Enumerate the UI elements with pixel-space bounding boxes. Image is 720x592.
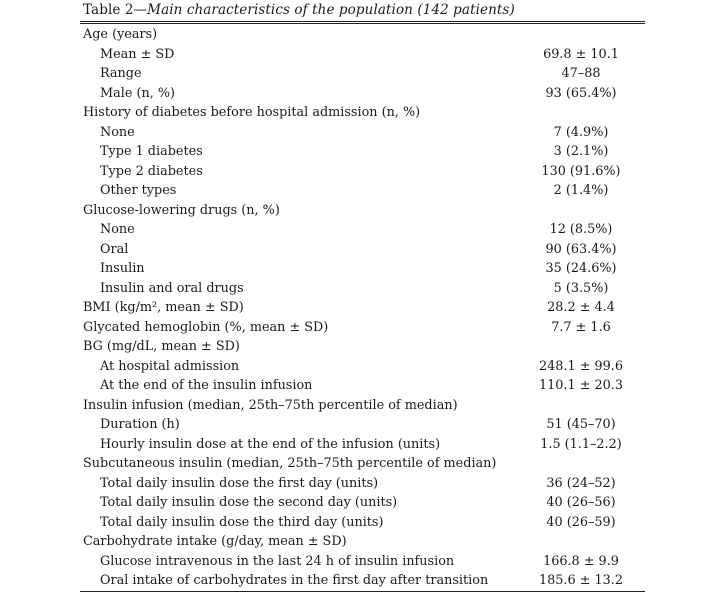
table-title-lead: Table 2— xyxy=(83,2,148,18)
row-label: Duration (h) xyxy=(100,417,180,432)
row-label: Subcutaneous insulin (median, 25th–75th … xyxy=(83,456,497,471)
table-row: Other types 2 (1.4%) xyxy=(80,181,645,201)
row-value: 5 (3.5%) xyxy=(553,280,609,296)
row-label: Insulin and oral drugs xyxy=(100,280,244,296)
row-label: Oral intake of carbohydrates in the firs… xyxy=(100,573,489,588)
row-label: Other types xyxy=(100,183,177,198)
row-value: 36 (24–52) xyxy=(546,475,616,491)
row-value: 248.1 ± 99.6 xyxy=(539,358,623,374)
row-value: 1.5 (1.1–2.2) xyxy=(540,436,622,452)
table-row: Type 1 diabetes 3 (2.1%) xyxy=(80,142,645,162)
row-label: None xyxy=(100,222,135,237)
row-label: BG (mg/dL, mean ± SD) xyxy=(83,339,240,354)
table-row: History of diabetes before hospital admi… xyxy=(80,103,645,123)
row-value: 69.8 ± 10.1 xyxy=(543,46,619,62)
table-row: Subcutaneous insulin (median, 25th–75th … xyxy=(80,454,645,474)
row-value xyxy=(517,532,645,552)
row-label: Glucose intravenous in the last 24 h of … xyxy=(100,553,455,569)
row-value: 12 (8.5%) xyxy=(549,222,613,237)
table-row: Age (years) xyxy=(80,25,645,45)
characteristics-table: Table 2—Main characteristics of the popu… xyxy=(80,0,645,592)
table-row: Insulin infusion (median, 25th–75th perc… xyxy=(80,396,645,416)
row-value xyxy=(517,25,645,45)
row-label: Type 2 diabetes xyxy=(100,163,203,179)
row-label: Total daily insulin dose the first day (… xyxy=(100,475,379,491)
table-row: Glycated hemoglobin (%, mean ± SD) 7.7 ± … xyxy=(80,318,645,338)
table-row: Total daily insulin dose the first day (… xyxy=(80,474,645,494)
table-title-text: Main characteristics of the population (… xyxy=(147,2,515,18)
row-value: 47–88 xyxy=(561,66,601,81)
row-label: Glucose-lowering drugs (n, %) xyxy=(83,202,280,218)
table-row: Carbohydrate intake (g/day, mean ± SD) xyxy=(80,532,645,552)
table-row: Glucose intravenous in the last 24 h of … xyxy=(80,552,645,572)
row-label: Type 1 diabetes xyxy=(100,144,203,159)
row-label: At the end of the insulin infusion xyxy=(100,378,313,393)
row-value: 40 (26–56) xyxy=(546,495,616,510)
row-value: 7.7 ± 1.6 xyxy=(551,319,611,335)
row-value: 90 (63.4%) xyxy=(545,241,617,257)
row-value: 185.6 ± 13.2 xyxy=(539,573,623,588)
row-value: 166.8 ± 9.9 xyxy=(543,553,619,569)
row-label: Total daily insulin dose the third day (… xyxy=(100,514,384,530)
table-row: None 12 (8.5%) xyxy=(80,220,645,240)
row-value: 51 (45–70) xyxy=(546,417,616,432)
table-row: BG (mg/dL, mean ± SD) xyxy=(80,337,645,357)
table-row: Total daily insulin dose the second day … xyxy=(80,493,645,513)
row-label: Insulin xyxy=(100,261,145,276)
table-row: Oral 90 (63.4%) xyxy=(80,240,645,260)
table-row: Total daily insulin dose the third day (… xyxy=(80,513,645,533)
row-label: Male (n, %) xyxy=(100,85,175,101)
row-label: Glycated hemoglobin (%, mean ± SD) xyxy=(83,319,329,335)
row-value xyxy=(517,201,645,221)
row-label: At hospital admission xyxy=(100,358,240,374)
row-label: Carbohydrate intake (g/day, mean ± SD) xyxy=(83,534,347,549)
table-row: At hospital admission 248.1 ± 99.6 xyxy=(80,357,645,377)
row-label: Insulin infusion (median, 25th–75th perc… xyxy=(83,397,458,413)
row-value: 130 (91.6%) xyxy=(541,163,621,179)
table-row: Type 2 diabetes 130 (91.6%) xyxy=(80,162,645,182)
table-row: Insulin and oral drugs 5 (3.5%) xyxy=(80,279,645,299)
table-row: Oral intake of carbohydrates in the firs… xyxy=(80,571,645,591)
table-row: Hourly insulin dose at the end of the in… xyxy=(80,435,645,455)
row-label: Age (years) xyxy=(83,27,158,42)
row-value xyxy=(517,103,645,123)
row-value xyxy=(517,396,645,416)
row-label: Hourly insulin dose at the end of the in… xyxy=(100,436,441,452)
row-value xyxy=(517,454,645,474)
row-value: 93 (65.4%) xyxy=(545,85,617,101)
row-value: 7 (4.9%) xyxy=(553,124,609,140)
row-value: 28.2 ± 4.4 xyxy=(547,300,615,315)
table-row: BMI (kg/m², mean ± SD) 28.2 ± 4.4 xyxy=(80,298,645,318)
row-label: None xyxy=(100,124,135,140)
table-row: Duration (h) 51 (45–70) xyxy=(80,415,645,435)
row-label: Range xyxy=(100,66,142,81)
row-label: Mean ± SD xyxy=(100,46,175,62)
row-value: 3 (2.1%) xyxy=(553,144,609,159)
table-row: Glucose-lowering drugs (n, %) xyxy=(80,201,645,221)
row-label: BMI (kg/m², mean ± SD) xyxy=(83,300,244,315)
table-body: Age (years) Mean ± SD 69.8 ± 10.1 Range 47–8… xyxy=(80,23,645,592)
row-label: History of diabetes before hospital admi… xyxy=(83,105,421,120)
table-row: Insulin 35 (24.6%) xyxy=(80,259,645,279)
row-value: 40 (26–59) xyxy=(546,514,616,530)
table-row: None 7 (4.9%) xyxy=(80,123,645,143)
table-title: Table 2—Main characteristics of the popu… xyxy=(80,0,645,22)
table-row: At the end of the insulin infusion 110.1 … xyxy=(80,376,645,396)
table-row: Male (n, %) 93 (65.4%) xyxy=(80,84,645,104)
row-value: 110.1 ± 20.3 xyxy=(539,378,623,393)
row-label: Oral xyxy=(100,241,129,257)
table-row: Mean ± SD 69.8 ± 10.1 xyxy=(80,45,645,65)
table-row: Range 47–88 xyxy=(80,64,645,84)
row-label: Total daily insulin dose the second day … xyxy=(100,495,398,510)
row-value xyxy=(517,337,645,357)
row-value: 35 (24.6%) xyxy=(545,261,617,276)
row-value: 2 (1.4%) xyxy=(553,183,609,198)
